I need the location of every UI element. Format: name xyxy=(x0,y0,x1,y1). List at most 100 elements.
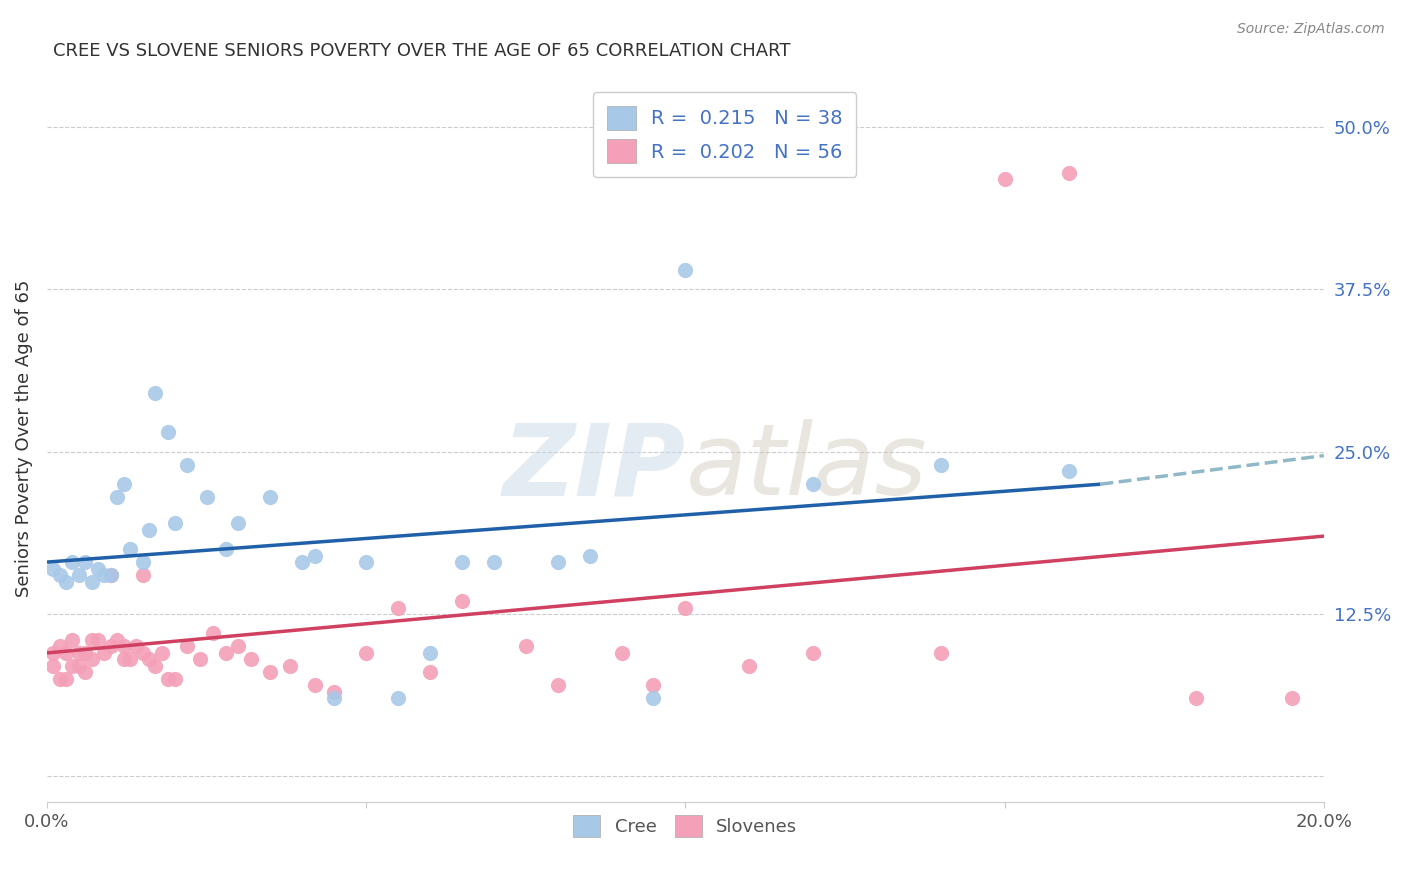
Point xyxy=(929,458,952,472)
Point xyxy=(278,659,301,673)
Point xyxy=(578,549,600,563)
Point xyxy=(55,646,77,660)
Point xyxy=(354,555,377,569)
Point xyxy=(118,542,141,557)
Point xyxy=(643,691,665,706)
Point xyxy=(673,263,696,277)
Point xyxy=(643,678,665,692)
Point xyxy=(354,646,377,660)
Point xyxy=(304,549,326,563)
Point xyxy=(75,646,97,660)
Point xyxy=(195,490,218,504)
Point xyxy=(801,477,824,491)
Point xyxy=(259,490,281,504)
Point xyxy=(138,523,160,537)
Point xyxy=(304,678,326,692)
Point xyxy=(240,652,263,666)
Point xyxy=(87,632,110,647)
Point xyxy=(801,646,824,660)
Point xyxy=(93,646,115,660)
Text: ZIP: ZIP xyxy=(502,419,685,516)
Point xyxy=(67,646,90,660)
Point xyxy=(451,555,474,569)
Point xyxy=(138,652,160,666)
Point xyxy=(100,568,122,582)
Point xyxy=(42,646,65,660)
Text: atlas: atlas xyxy=(685,419,927,516)
Point xyxy=(131,568,153,582)
Point xyxy=(1281,691,1303,706)
Point xyxy=(93,568,115,582)
Point xyxy=(42,659,65,673)
Point xyxy=(62,632,84,647)
Point xyxy=(176,458,198,472)
Point xyxy=(610,646,633,660)
Point xyxy=(1057,464,1080,478)
Point xyxy=(62,659,84,673)
Point xyxy=(515,640,537,654)
Point xyxy=(118,652,141,666)
Point xyxy=(157,672,180,686)
Point xyxy=(75,555,97,569)
Point xyxy=(387,691,409,706)
Point xyxy=(55,672,77,686)
Point xyxy=(994,172,1017,186)
Point xyxy=(1185,691,1208,706)
Point xyxy=(80,574,103,589)
Point xyxy=(100,568,122,582)
Legend: Cree, Slovenes: Cree, Slovenes xyxy=(567,807,804,844)
Point xyxy=(67,568,90,582)
Point xyxy=(75,665,97,680)
Y-axis label: Seniors Poverty Over the Age of 65: Seniors Poverty Over the Age of 65 xyxy=(15,280,32,598)
Point xyxy=(42,561,65,575)
Point xyxy=(451,594,474,608)
Point xyxy=(131,646,153,660)
Point xyxy=(673,600,696,615)
Point xyxy=(323,685,346,699)
Point xyxy=(547,678,569,692)
Point xyxy=(150,646,173,660)
Point xyxy=(215,542,238,557)
Point xyxy=(157,425,180,440)
Point xyxy=(929,646,952,660)
Point xyxy=(87,561,110,575)
Point xyxy=(48,640,70,654)
Point xyxy=(48,568,70,582)
Point xyxy=(62,555,84,569)
Point xyxy=(112,477,135,491)
Point xyxy=(323,691,346,706)
Point xyxy=(163,516,186,530)
Point xyxy=(215,646,238,660)
Point xyxy=(738,659,761,673)
Point xyxy=(80,652,103,666)
Point xyxy=(145,386,167,401)
Point xyxy=(145,659,167,673)
Point xyxy=(105,632,128,647)
Point xyxy=(419,665,441,680)
Point xyxy=(291,555,314,569)
Point xyxy=(105,490,128,504)
Point xyxy=(163,672,186,686)
Point xyxy=(125,640,148,654)
Point xyxy=(48,672,70,686)
Point xyxy=(259,665,281,680)
Point xyxy=(176,640,198,654)
Point xyxy=(55,574,77,589)
Point xyxy=(131,555,153,569)
Point xyxy=(100,640,122,654)
Point xyxy=(228,640,250,654)
Text: CREE VS SLOVENE SENIORS POVERTY OVER THE AGE OF 65 CORRELATION CHART: CREE VS SLOVENE SENIORS POVERTY OVER THE… xyxy=(53,42,790,60)
Point xyxy=(482,555,505,569)
Point xyxy=(419,646,441,660)
Point xyxy=(112,652,135,666)
Point xyxy=(387,600,409,615)
Point xyxy=(201,626,224,640)
Point xyxy=(80,632,103,647)
Point xyxy=(188,652,211,666)
Point xyxy=(1057,165,1080,179)
Point xyxy=(112,640,135,654)
Point xyxy=(67,659,90,673)
Point xyxy=(228,516,250,530)
Point xyxy=(547,555,569,569)
Text: Source: ZipAtlas.com: Source: ZipAtlas.com xyxy=(1237,22,1385,37)
